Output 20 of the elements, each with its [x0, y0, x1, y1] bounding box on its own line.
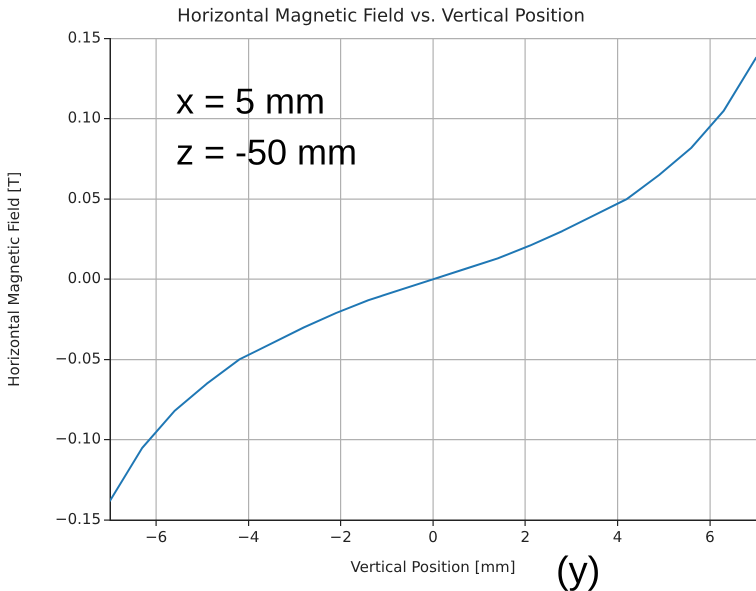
x-tick-label: −4	[237, 528, 260, 546]
annotation: z = -50 mm	[176, 132, 358, 173]
y-tick-label: −0.15	[55, 510, 101, 528]
x-tick-label: 6	[705, 528, 715, 546]
y-tick-label: −0.10	[55, 430, 101, 448]
x-tick-label: 4	[612, 528, 622, 546]
x-axis-title: Vertical Position [mm]	[350, 558, 516, 576]
y-tick-label: 0.00	[68, 269, 101, 288]
y-tick-label: 0.15	[68, 28, 101, 46]
y-tick-label: 0.05	[68, 188, 101, 207]
y-axis-title: Horizontal Magnetic Field [T]	[4, 172, 23, 387]
x-tick-label: −6	[145, 528, 168, 546]
y-tick-label: −0.05	[55, 349, 101, 368]
x-tick-label: −2	[330, 528, 352, 546]
chart-title: Horizontal Magnetic Field vs. Vertical Position	[177, 5, 585, 26]
x-tick-label: 0	[428, 528, 438, 546]
annotation: x = 5 mm	[176, 80, 326, 122]
text: (y)	[556, 550, 600, 591]
y-tick-label: 0.10	[68, 108, 101, 127]
x-tick-label: 2	[520, 528, 530, 546]
